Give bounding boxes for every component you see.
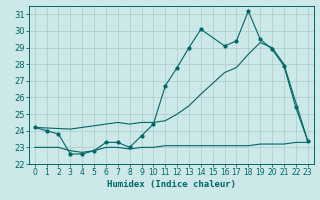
X-axis label: Humidex (Indice chaleur): Humidex (Indice chaleur) bbox=[107, 180, 236, 189]
